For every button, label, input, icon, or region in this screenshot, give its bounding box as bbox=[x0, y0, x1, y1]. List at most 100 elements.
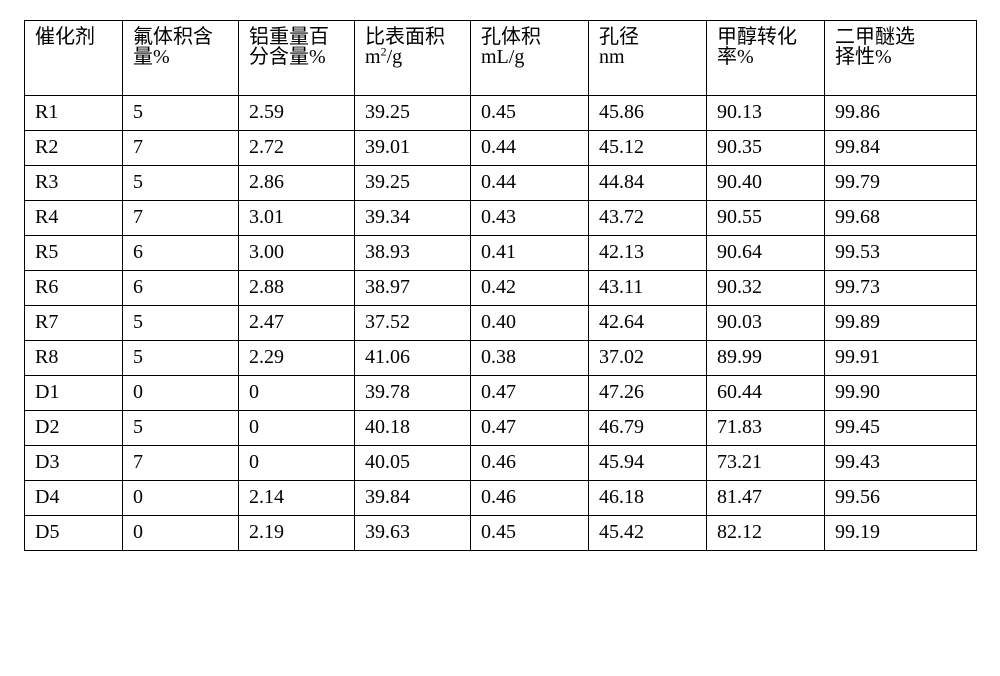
table-cell: 99.43 bbox=[825, 446, 977, 481]
table-cell: 99.90 bbox=[825, 376, 977, 411]
table-cell: 60.44 bbox=[707, 376, 825, 411]
table-cell: 90.03 bbox=[707, 306, 825, 341]
table-cell: 0.44 bbox=[471, 166, 589, 201]
table-cell: D1 bbox=[25, 376, 123, 411]
table-row: D402.1439.840.4646.1881.4799.56 bbox=[25, 481, 977, 516]
table-cell: 0 bbox=[123, 481, 239, 516]
table-cell: 39.25 bbox=[355, 166, 471, 201]
table-cell: 45.42 bbox=[589, 516, 707, 551]
table-cell: 43.72 bbox=[589, 201, 707, 236]
table-row: R563.0038.930.4142.1390.6499.53 bbox=[25, 236, 977, 271]
col-header: 甲醇转化率% bbox=[707, 21, 825, 96]
col-header: 氟体积含量% bbox=[123, 21, 239, 96]
table-cell: 99.86 bbox=[825, 96, 977, 131]
table-cell: 0 bbox=[123, 516, 239, 551]
table-cell: R5 bbox=[25, 236, 123, 271]
table-cell: 89.99 bbox=[707, 341, 825, 376]
table-cell: 99.73 bbox=[825, 271, 977, 306]
table-cell: 0.41 bbox=[471, 236, 589, 271]
col-header: 比表面积m2/g bbox=[355, 21, 471, 96]
table-cell: 0.47 bbox=[471, 411, 589, 446]
table-cell: 2.59 bbox=[239, 96, 355, 131]
table-cell: 0.45 bbox=[471, 96, 589, 131]
col-header: 孔体积mL/g bbox=[471, 21, 589, 96]
table-cell: 38.97 bbox=[355, 271, 471, 306]
table-cell: 37.02 bbox=[589, 341, 707, 376]
table-cell: 46.18 bbox=[589, 481, 707, 516]
table-cell: 99.56 bbox=[825, 481, 977, 516]
table-cell: 99.53 bbox=[825, 236, 977, 271]
table-cell: D4 bbox=[25, 481, 123, 516]
table-row: R352.8639.250.4444.8490.4099.79 bbox=[25, 166, 977, 201]
table-cell: 2.72 bbox=[239, 131, 355, 166]
table-cell: 99.84 bbox=[825, 131, 977, 166]
table-cell: 43.11 bbox=[589, 271, 707, 306]
table-cell: 39.01 bbox=[355, 131, 471, 166]
table-cell: R6 bbox=[25, 271, 123, 306]
table-cell: 0.38 bbox=[471, 341, 589, 376]
table-cell: 0 bbox=[239, 411, 355, 446]
table-cell: R3 bbox=[25, 166, 123, 201]
table-cell: 81.47 bbox=[707, 481, 825, 516]
col-header: 铝重量百分含量% bbox=[239, 21, 355, 96]
table-row: R473.0139.340.4343.7290.5599.68 bbox=[25, 201, 977, 236]
table-cell: 0.40 bbox=[471, 306, 589, 341]
table-cell: 90.64 bbox=[707, 236, 825, 271]
table-cell: 3.01 bbox=[239, 201, 355, 236]
table-row: R152.5939.250.4545.8690.1399.86 bbox=[25, 96, 977, 131]
table-cell: 42.64 bbox=[589, 306, 707, 341]
table-cell: 39.63 bbox=[355, 516, 471, 551]
table-cell: 3.00 bbox=[239, 236, 355, 271]
table-cell: 45.12 bbox=[589, 131, 707, 166]
table-cell: 41.06 bbox=[355, 341, 471, 376]
table-cell: 5 bbox=[123, 411, 239, 446]
table-cell: 2.47 bbox=[239, 306, 355, 341]
table-cell: 0.43 bbox=[471, 201, 589, 236]
table-cell: R2 bbox=[25, 131, 123, 166]
table-row: R852.2941.060.3837.0289.9999.91 bbox=[25, 341, 977, 376]
table-cell: R8 bbox=[25, 341, 123, 376]
table-cell: 0 bbox=[239, 446, 355, 481]
table-header-row: 催化剂 氟体积含量% 铝重量百分含量% 比表面积m2/g 孔体积mL/g 孔径n… bbox=[25, 21, 977, 96]
table-body: R152.5939.250.4545.8690.1399.86R272.7239… bbox=[25, 96, 977, 551]
table-cell: 2.29 bbox=[239, 341, 355, 376]
table-cell: 0.47 bbox=[471, 376, 589, 411]
table-cell: 2.14 bbox=[239, 481, 355, 516]
table-cell: 90.40 bbox=[707, 166, 825, 201]
col-header: 二甲醚选择性% bbox=[825, 21, 977, 96]
table-cell: 99.68 bbox=[825, 201, 977, 236]
table-cell: 5 bbox=[123, 306, 239, 341]
col-header: 催化剂 bbox=[25, 21, 123, 96]
table-cell: 6 bbox=[123, 271, 239, 306]
table-cell: 39.34 bbox=[355, 201, 471, 236]
table-cell: R4 bbox=[25, 201, 123, 236]
table-cell: 5 bbox=[123, 341, 239, 376]
table-cell: 37.52 bbox=[355, 306, 471, 341]
table-cell: 82.12 bbox=[707, 516, 825, 551]
table-cell: 7 bbox=[123, 201, 239, 236]
catalyst-table: 催化剂 氟体积含量% 铝重量百分含量% 比表面积m2/g 孔体积mL/g 孔径n… bbox=[24, 20, 977, 551]
table-cell: 99.89 bbox=[825, 306, 977, 341]
table-cell: 39.78 bbox=[355, 376, 471, 411]
table-cell: 40.05 bbox=[355, 446, 471, 481]
table-cell: R1 bbox=[25, 96, 123, 131]
table-cell: 0.46 bbox=[471, 481, 589, 516]
table-cell: 99.19 bbox=[825, 516, 977, 551]
table-cell: D5 bbox=[25, 516, 123, 551]
table-row: D10039.780.4747.2660.4499.90 bbox=[25, 376, 977, 411]
table-cell: 42.13 bbox=[589, 236, 707, 271]
table-cell: 73.21 bbox=[707, 446, 825, 481]
table-cell: 2.86 bbox=[239, 166, 355, 201]
table-cell: 0.42 bbox=[471, 271, 589, 306]
table-cell: 2.88 bbox=[239, 271, 355, 306]
table-row: R752.4737.520.4042.6490.0399.89 bbox=[25, 306, 977, 341]
table-cell: 99.45 bbox=[825, 411, 977, 446]
table-cell: 99.91 bbox=[825, 341, 977, 376]
table-cell: 45.94 bbox=[589, 446, 707, 481]
table-cell: 0.45 bbox=[471, 516, 589, 551]
table-cell: D2 bbox=[25, 411, 123, 446]
table-cell: 6 bbox=[123, 236, 239, 271]
table-cell: D3 bbox=[25, 446, 123, 481]
table-cell: 0.46 bbox=[471, 446, 589, 481]
table-cell: 44.84 bbox=[589, 166, 707, 201]
